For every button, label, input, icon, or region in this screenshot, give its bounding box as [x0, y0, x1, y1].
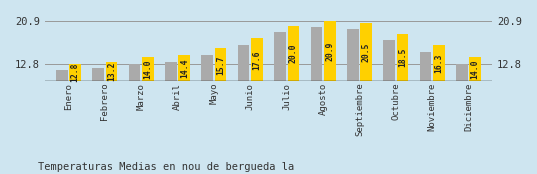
Bar	[347, 29, 359, 81]
Text: 20.0: 20.0	[289, 44, 298, 63]
Bar	[142, 57, 154, 81]
Bar	[215, 48, 227, 81]
Bar	[360, 23, 372, 81]
Text: 17.6: 17.6	[252, 50, 262, 70]
Text: 12.8: 12.8	[71, 63, 79, 82]
Text: 14.4: 14.4	[180, 58, 189, 78]
Text: 16.3: 16.3	[434, 53, 444, 73]
Bar	[129, 64, 140, 81]
Text: 13.2: 13.2	[107, 62, 116, 81]
Bar	[469, 57, 481, 81]
Bar	[419, 52, 431, 81]
Bar	[92, 68, 104, 81]
Bar	[274, 32, 286, 81]
Text: 15.7: 15.7	[216, 55, 225, 75]
Bar	[165, 62, 177, 81]
Bar	[201, 55, 213, 81]
Bar	[288, 26, 299, 81]
Bar	[310, 27, 322, 81]
Bar	[397, 34, 408, 81]
Text: 20.5: 20.5	[361, 42, 371, 62]
Text: 20.9: 20.9	[325, 41, 334, 61]
Bar	[456, 64, 468, 81]
Bar	[69, 64, 81, 81]
Text: 14.0: 14.0	[471, 60, 480, 79]
Bar	[238, 45, 249, 81]
Bar	[324, 21, 336, 81]
Text: 18.5: 18.5	[398, 48, 407, 67]
Bar	[251, 38, 263, 81]
Bar	[56, 70, 68, 81]
Bar	[178, 55, 190, 81]
Text: Temperaturas Medias en nou de bergueda la: Temperaturas Medias en nou de bergueda l…	[38, 162, 294, 172]
Bar	[433, 45, 445, 81]
Bar	[106, 62, 118, 81]
Bar	[383, 40, 395, 81]
Text: 14.0: 14.0	[143, 60, 153, 79]
